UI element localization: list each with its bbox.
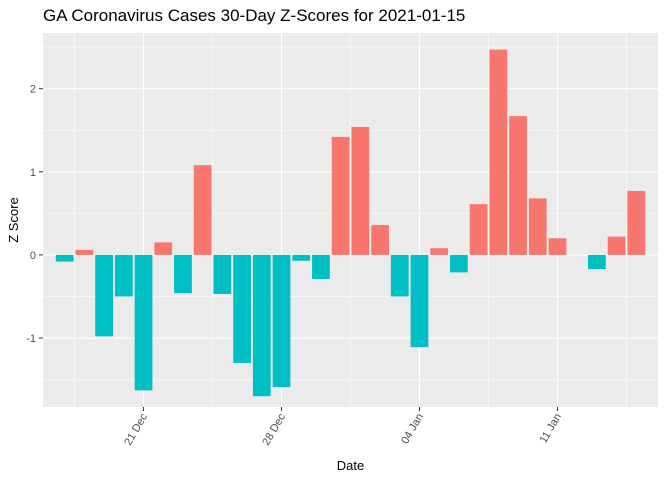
- y-tick-label: 1: [30, 167, 36, 179]
- bar: [154, 242, 173, 255]
- bar: [528, 198, 547, 255]
- x-axis-title: Date: [337, 458, 364, 473]
- bar: [469, 204, 488, 255]
- y-tick-label: -1: [26, 333, 36, 345]
- bar: [331, 136, 350, 255]
- bar: [213, 254, 232, 294]
- bar: [430, 248, 449, 255]
- bar: [607, 236, 626, 255]
- bar: [627, 190, 646, 255]
- bar: [292, 254, 311, 261]
- bar: [371, 224, 389, 255]
- y-tick-label: 2: [30, 84, 36, 96]
- bar: [312, 254, 330, 280]
- chart-title: GA Coronavirus Cases 30-Day Z-Scores for…: [43, 6, 466, 25]
- bar: [134, 254, 153, 391]
- bar: [174, 254, 192, 294]
- bar: [193, 165, 212, 255]
- bar: [114, 254, 133, 297]
- y-axis-title: Z Score: [6, 197, 21, 243]
- bar: [509, 116, 527, 255]
- bar: [489, 49, 508, 255]
- x-tick-label: 04 Jan: [399, 412, 426, 447]
- bar: [450, 254, 468, 273]
- y-axis: -1 0 1 2: [26, 84, 43, 345]
- bar: [233, 254, 251, 363]
- x-tick-label: 28 Dec: [260, 411, 288, 448]
- bar: [252, 254, 271, 397]
- bar: [410, 254, 429, 348]
- bar: [75, 249, 94, 255]
- bar: [55, 254, 74, 262]
- bar: [351, 126, 370, 255]
- bars: [55, 49, 646, 397]
- bar: [390, 254, 409, 297]
- bar: [95, 254, 113, 337]
- x-tick-label: 21 Dec: [122, 411, 150, 448]
- minor-gridlines: [43, 33, 658, 407]
- bar: [548, 238, 567, 255]
- bar: [588, 254, 606, 270]
- y-tick-label: 0: [30, 250, 36, 262]
- x-axis: 21 Dec 28 Dec 04 Jan 11 Jan: [122, 407, 564, 448]
- x-tick-label: 11 Jan: [538, 412, 565, 446]
- bar: [272, 254, 291, 388]
